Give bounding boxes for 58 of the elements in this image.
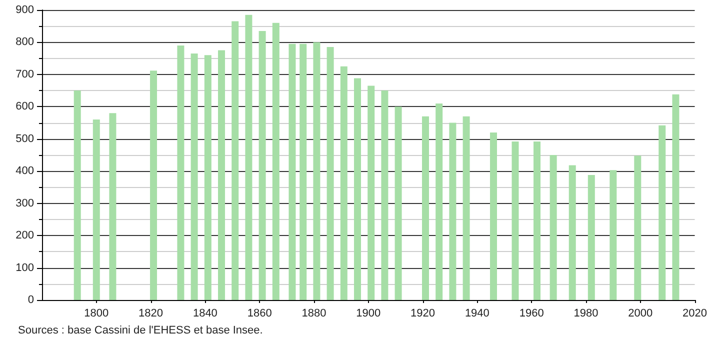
y-tick-label: 500 xyxy=(16,132,34,145)
bar xyxy=(92,120,100,300)
x-tick-label: 1960 xyxy=(519,308,544,320)
bar xyxy=(300,44,307,300)
bar xyxy=(394,106,402,300)
bar xyxy=(218,50,226,300)
x-tick-label: 1980 xyxy=(574,308,598,320)
bar xyxy=(272,22,280,300)
y-tick-label: 100 xyxy=(16,262,34,274)
bar xyxy=(204,55,212,300)
bar xyxy=(74,90,81,300)
bar xyxy=(232,21,239,300)
bar xyxy=(512,141,519,300)
bar xyxy=(449,122,456,300)
x-tick-label: 1820 xyxy=(138,308,164,320)
y-tick-label: 300 xyxy=(16,197,34,210)
bar xyxy=(313,42,320,300)
bar xyxy=(177,45,184,300)
bar xyxy=(490,132,497,300)
x-tick-label: 1900 xyxy=(356,308,381,320)
bar xyxy=(190,54,198,300)
bar xyxy=(422,116,429,300)
bar xyxy=(568,165,576,300)
bar xyxy=(245,14,252,300)
y-tick-label: 0 xyxy=(28,294,34,306)
bar xyxy=(354,78,362,300)
bar xyxy=(258,30,266,300)
bar xyxy=(150,70,158,300)
x-tick-label: 1920 xyxy=(410,308,436,320)
x-tick-label: 1860 xyxy=(247,308,272,320)
bar xyxy=(534,141,541,300)
bar xyxy=(381,90,388,300)
y-tick-label: 700 xyxy=(16,68,34,80)
y-tick-label: 400 xyxy=(16,165,34,178)
source-note: Sources : base Cassini de l'EHESS et base Insee. xyxy=(18,324,263,336)
bar xyxy=(588,174,595,300)
bar xyxy=(672,94,680,300)
bar xyxy=(340,66,348,300)
x-tick-label: 1800 xyxy=(84,308,109,320)
bar xyxy=(550,155,557,300)
y-tick-label: 600 xyxy=(16,100,34,113)
x-tick-label: 1840 xyxy=(192,308,218,320)
x-tick-label: 1940 xyxy=(464,308,490,320)
y-tick-label: 900 xyxy=(16,4,34,16)
y-tick-label: 800 xyxy=(16,36,34,48)
bar xyxy=(634,156,642,300)
bar xyxy=(109,113,116,300)
x-tick-label: 2020 xyxy=(682,308,708,320)
bar xyxy=(610,170,617,300)
bar xyxy=(436,103,443,300)
bar xyxy=(462,116,470,300)
x-tick-label: 2000 xyxy=(628,308,653,320)
bar xyxy=(288,44,296,300)
bar xyxy=(658,125,666,300)
x-tick-label: 1880 xyxy=(302,308,326,320)
bar xyxy=(326,47,334,300)
y-tick-label: 200 xyxy=(16,230,34,242)
bar xyxy=(368,86,375,300)
